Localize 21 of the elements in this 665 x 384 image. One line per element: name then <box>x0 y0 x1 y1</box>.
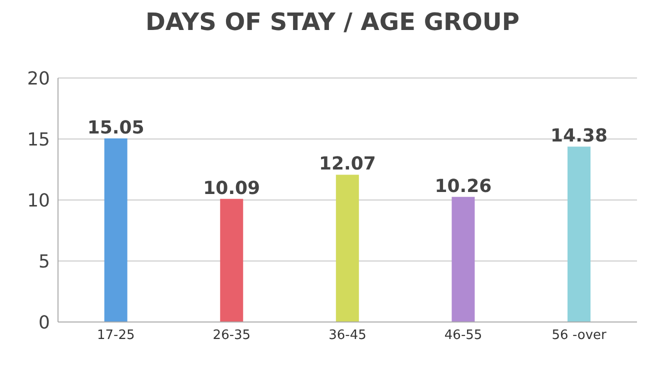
x-tick-label: 46-55 <box>444 328 482 344</box>
x-tick-label: 17-25 <box>97 328 135 344</box>
y-tick-label: 15 <box>27 129 50 150</box>
x-tick-label: 56 -over <box>552 328 608 344</box>
x-tick-label: 26-35 <box>212 328 251 344</box>
bar <box>336 174 359 322</box>
y-tick-label: 10 <box>27 190 50 212</box>
data-label: 14.38 <box>550 126 608 147</box>
chart-title: DAYS OF STAY / AGE GROUP <box>144 8 520 38</box>
bar <box>104 138 128 322</box>
bar <box>220 198 244 322</box>
data-label: 12.07 <box>318 154 376 175</box>
bar <box>452 196 475 322</box>
data-label: 15.05 <box>87 117 144 138</box>
y-tick-label: 20 <box>27 68 50 90</box>
y-tick-label: 0 <box>38 312 50 334</box>
y-tick-label: 5 <box>38 251 50 272</box>
x-tick-label: 36-45 <box>328 328 366 344</box>
data-label: 10.26 <box>434 176 492 197</box>
bar <box>568 146 591 322</box>
data-label: 10.09 <box>203 178 260 199</box>
